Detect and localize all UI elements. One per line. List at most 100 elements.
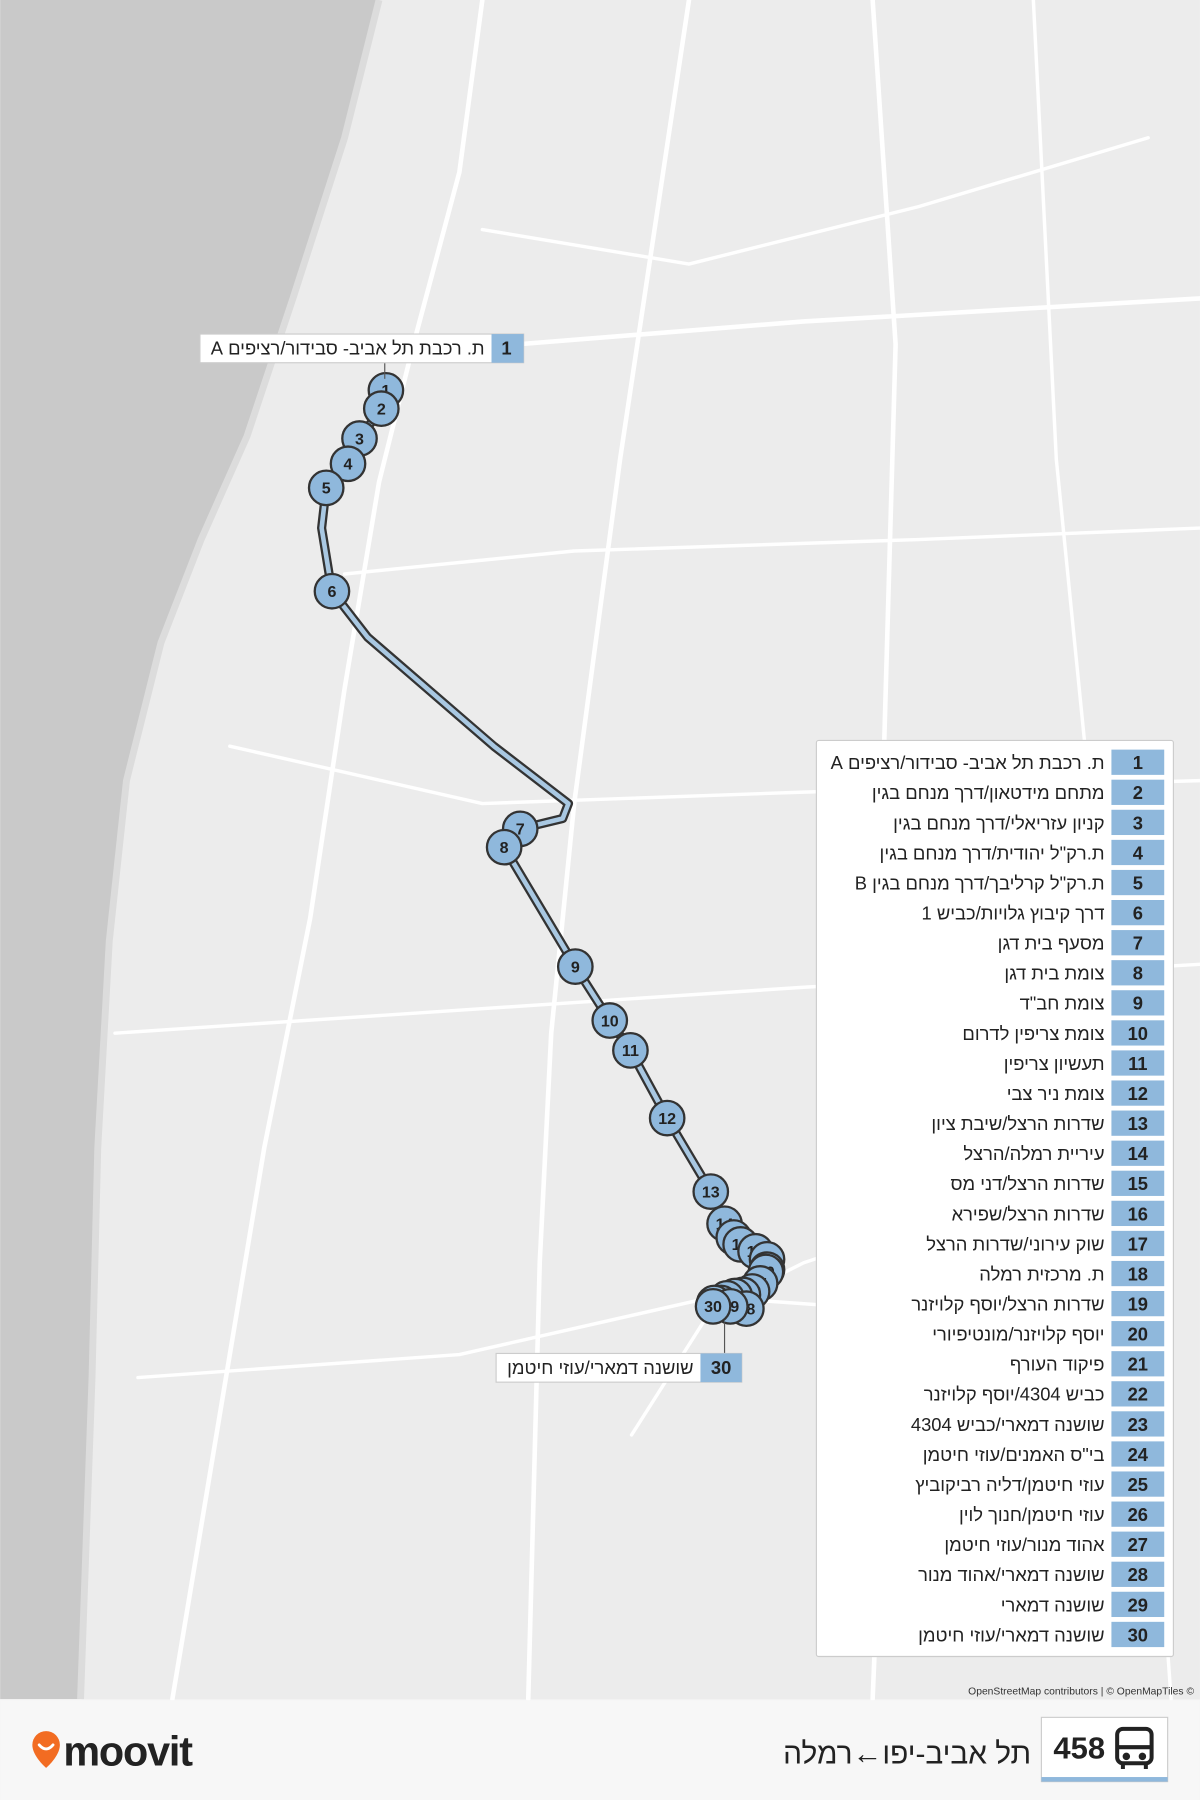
- stop-number: 11: [622, 1042, 639, 1060]
- stop-row-name: שדרות הרצל/יוסף קלויזנר: [911, 1294, 1104, 1315]
- stop-row-name: שוק עירוני/שדרות הרצל: [926, 1233, 1104, 1254]
- coast: [77, 0, 383, 1700]
- stop-row-name: כביש 4304/יוסף קלויזנר: [924, 1384, 1105, 1405]
- stop-row: 26 עוזי חיטמן/חנוך לוין: [959, 1501, 1165, 1527]
- stop-row-name: צומת חב"ד: [1020, 993, 1105, 1014]
- stop-row-number: 6: [1133, 903, 1143, 924]
- stop-row-number: 7: [1133, 933, 1143, 954]
- stop-badge: [1111, 1110, 1165, 1136]
- stop-row-number: 15: [1128, 1173, 1148, 1194]
- stop-row: 18 ת. מרכזית רמלה: [979, 1260, 1165, 1287]
- stop-circle: [313, 572, 351, 610]
- stop-row-name: קניון עזריאלי/דרך מנחם בגין: [893, 812, 1104, 833]
- stop-markers: 1234567891011121314151617181920212223242…: [307, 371, 786, 1328]
- stop-badge: [1111, 1351, 1165, 1377]
- stop-marker: 12: [648, 1099, 686, 1137]
- stop-row: 11 תעשיון צריפין: [1004, 1050, 1165, 1076]
- stop-row-name: ת.רק"ל קרליבך/דרך מנחם בגין B: [855, 872, 1105, 893]
- route-name: תל אביב-יפו←רמלה: [783, 1737, 1031, 1770]
- stop-row-name: עיריית רמלה/הרצל: [963, 1143, 1104, 1164]
- stop-row: 5 ת.רק"ל קרליבך/דרך מנחם בגין B: [855, 869, 1165, 896]
- logo-smile: [37, 1743, 55, 1751]
- stop-number: 10: [601, 1012, 619, 1030]
- stop-row: 9 צומת חב"ד: [1020, 990, 1165, 1016]
- stop-row-number: 14: [1128, 1143, 1149, 1164]
- stop-row-number: 17: [1128, 1233, 1148, 1254]
- stop-number: 13: [702, 1183, 720, 1201]
- brand-name: moovit: [63, 1729, 193, 1775]
- stop-marker: 2: [362, 390, 400, 428]
- stop-badge: [1111, 1561, 1165, 1587]
- stop-badge: [1111, 1381, 1165, 1407]
- callout-name: ת. רכבת תל אביב- סבידור/רציפים A: [211, 338, 485, 359]
- stop-circle: [362, 390, 400, 428]
- stop-row: 19 שדרות הרצל/יוסף קלויזנר: [911, 1290, 1165, 1317]
- stop-marker: 10: [591, 1002, 629, 1039]
- stop-row-number: 8: [1133, 963, 1143, 984]
- stop-row: 24 בי"ס האמנים/עוזי חיטמן: [923, 1441, 1165, 1467]
- stop-badge: [1111, 869, 1165, 896]
- stop-row-number: 1: [1133, 752, 1143, 773]
- stop-row: 12 צומת ניר צבי: [1007, 1080, 1165, 1106]
- stop-marker: 13: [692, 1173, 730, 1210]
- stop-row-number: 5: [1133, 872, 1143, 893]
- stop-row: 15 שדרות הרצל/דני מס: [950, 1170, 1165, 1196]
- stop-row: 3 קניון עזריאלי/דרך מנחם בגין: [893, 809, 1165, 836]
- stop-badge: [1111, 1080, 1165, 1106]
- stop-badge: [1111, 1591, 1165, 1618]
- bus-light: [1122, 1752, 1131, 1761]
- stop-marker: 8: [485, 828, 523, 866]
- stop-circle: [591, 1002, 629, 1039]
- route-number: 458: [1053, 1731, 1105, 1766]
- stop-badge: [1111, 1230, 1165, 1257]
- stop-badge: [1111, 839, 1165, 866]
- stop-row-name: שדרות הרצל/שיבת ציון: [931, 1113, 1104, 1134]
- bus-icon: [1115, 1726, 1154, 1770]
- stop-number: 3: [355, 430, 364, 448]
- stop-badge: [1111, 1140, 1165, 1166]
- stop-row: 30 שושנה דמארי/עוזי חיטמן: [918, 1621, 1165, 1648]
- callout-number: 1: [501, 338, 511, 359]
- stop-row: 1 ת. רכבת תל אביב- סבידור/רציפים A: [831, 749, 1165, 775]
- stop-badge: [1111, 1170, 1165, 1196]
- stop-row: 2 מתחם מידטאון/דרך מנחם בגין: [872, 779, 1165, 805]
- stop-row-name: דרך קיבוץ גלויות/כביש 1: [922, 903, 1105, 924]
- stop-circle: [692, 1173, 730, 1210]
- stop-row: 4 ת.רק"ל יהודית/דרך מנחם בגין: [880, 839, 1165, 866]
- stop-badge: [1111, 1501, 1165, 1527]
- callout-badge: [700, 1353, 742, 1383]
- stop-row-name: שושנה דמארי/עוזי חיטמן: [918, 1624, 1104, 1645]
- stop-row: 28 שושנה דמארי/אהוד מנור: [918, 1561, 1165, 1587]
- stop-row: 6 דרך קיבוץ גלויות/כביש 1: [922, 900, 1165, 926]
- stop-number: 6: [327, 583, 336, 601]
- callout-badge: [491, 334, 524, 363]
- stop-row: 13 שדרות הרצל/שיבת ציון: [931, 1110, 1165, 1136]
- stop-badge: [1111, 779, 1165, 805]
- stop-row-name: שדרות הרצל/דני מס: [950, 1173, 1104, 1194]
- stop-row-name: צומת ניר צבי: [1007, 1083, 1105, 1104]
- stop-row-name: ת. מרכזית רמלה: [979, 1263, 1104, 1284]
- stop-badge: [1111, 1290, 1165, 1317]
- stop-row: 27 אהוד מנור/עוזי חיטמן: [944, 1531, 1165, 1557]
- stop-row-name: תעשיון צריפין: [1004, 1053, 1105, 1074]
- stop-row-number: 12: [1128, 1083, 1148, 1104]
- stop-badge: [1111, 1531, 1165, 1557]
- stop-badge: [1111, 1260, 1165, 1287]
- stop-number: 5: [322, 480, 331, 498]
- footer-background: [0, 1700, 1200, 1800]
- stop-marker: 9: [556, 948, 594, 985]
- stop-row: 25 עוזי חיטמן/דליה רביקוביץ: [915, 1471, 1165, 1497]
- stop-badge: [1111, 1411, 1165, 1437]
- stop-circle: [485, 828, 523, 866]
- stop-row-number: 11: [1128, 1053, 1147, 1074]
- stop-row-number: 2: [1133, 782, 1143, 803]
- stop-list: 1 ת. רכבת תל אביב- סבידור/רציפים A 2 מתחם מ…: [815, 739, 1174, 1658]
- stop-badge: [1111, 1200, 1165, 1227]
- stop-badge: [1111, 1321, 1165, 1347]
- stop-row: 22 כביש 4304/יוסף קלויזנר: [924, 1381, 1165, 1407]
- stop-number: 2: [377, 400, 386, 418]
- stop-row-name: פיקוד העורף: [1010, 1354, 1105, 1375]
- stop-badge: [1111, 1621, 1165, 1648]
- stop-badge: [1111, 1050, 1165, 1076]
